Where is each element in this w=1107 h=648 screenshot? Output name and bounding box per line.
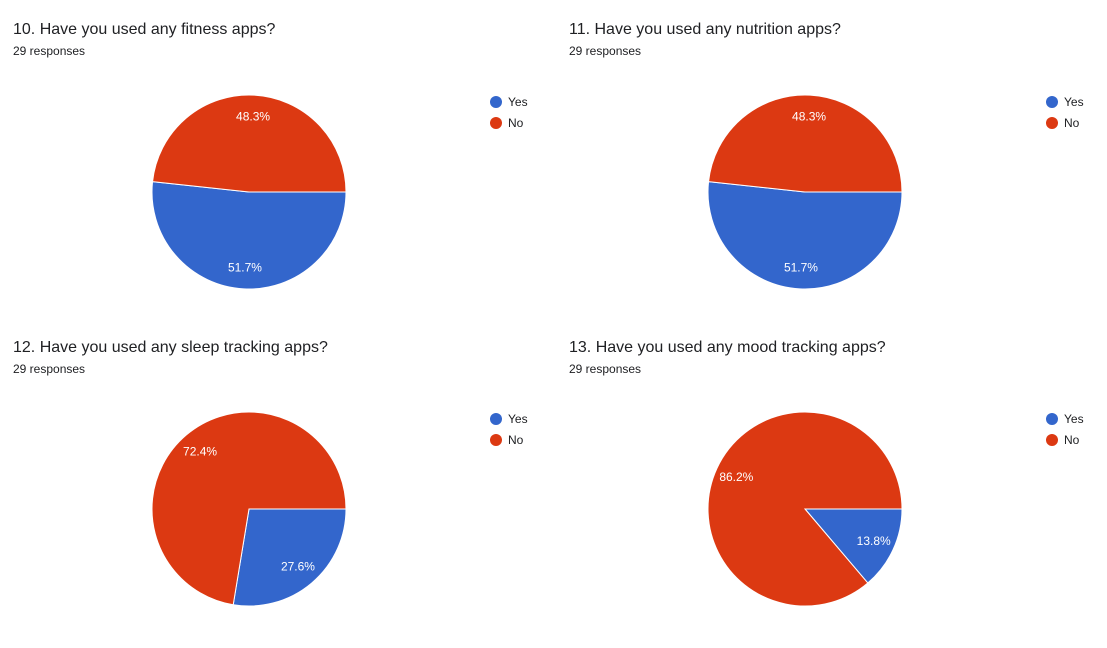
legend-label-yes: Yes xyxy=(1064,95,1084,109)
pie-chart: 51.7% 48.3% xyxy=(151,94,347,290)
slice-label-no: 48.3% xyxy=(236,109,270,123)
pie-slice-yes xyxy=(707,181,903,290)
legend-swatch-no xyxy=(1046,117,1058,129)
legend-label-no: No xyxy=(508,116,524,130)
chart-title: 12. Have you used any sleep tracking app… xyxy=(13,339,328,356)
pie-slice-no xyxy=(707,411,903,607)
legend-label-no: No xyxy=(1064,433,1080,447)
legend-swatch-yes xyxy=(1046,413,1058,425)
pie-slice-no xyxy=(152,94,347,193)
response-count: 29 responses xyxy=(13,362,86,376)
chart-panel-mood: 13. Have you used any mood tracking apps… xyxy=(569,338,1107,648)
slice-label-yes: 27.6% xyxy=(281,560,315,574)
legend-swatch-yes xyxy=(490,96,502,108)
legend-swatch-yes xyxy=(490,413,502,425)
slice-label-yes: 51.7% xyxy=(228,261,262,275)
slice-label-yes: 51.7% xyxy=(784,261,818,275)
chart-title: 11. Have you used any nutrition apps? xyxy=(569,21,841,38)
chart-panel-fitness: 10. Have you used any fitness apps? 29 r… xyxy=(13,20,553,330)
chart-panel-nutrition: 11. Have you used any nutrition apps? 29… xyxy=(569,20,1107,330)
legend-swatch-yes xyxy=(1046,96,1058,108)
pie-chart: 13.8% 86.2% xyxy=(707,411,903,607)
pie-slice-yes xyxy=(151,181,347,290)
chart-panel-sleep: 12. Have you used any sleep tracking app… xyxy=(13,338,553,648)
pie-slice-no xyxy=(708,94,903,193)
legend-label-yes: Yes xyxy=(508,412,528,426)
legend-label-no: No xyxy=(1064,116,1080,130)
pie-chart: 27.6% 72.4% xyxy=(151,411,347,607)
legend-label-yes: Yes xyxy=(508,95,528,109)
pie-slice-no xyxy=(151,411,347,606)
response-count: 29 responses xyxy=(569,362,642,376)
pie-chart: 51.7% 48.3% xyxy=(707,94,903,290)
slice-label-no: 72.4% xyxy=(183,444,217,458)
legend-label-no: No xyxy=(508,433,524,447)
pie-slice-yes xyxy=(803,508,903,584)
slice-label-yes: 13.8% xyxy=(857,534,891,548)
legend-swatch-no xyxy=(490,117,502,129)
legend-swatch-no xyxy=(1046,434,1058,446)
pie-slice-yes xyxy=(232,508,347,607)
chart-title: 13. Have you used any mood tracking apps… xyxy=(569,339,886,356)
slice-label-no: 86.2% xyxy=(719,470,753,484)
response-count: 29 responses xyxy=(13,44,86,58)
legend-swatch-no xyxy=(490,434,502,446)
response-count: 29 responses xyxy=(569,44,642,58)
legend-label-yes: Yes xyxy=(1064,412,1084,426)
chart-title: 10. Have you used any fitness apps? xyxy=(13,21,276,38)
slice-label-no: 48.3% xyxy=(792,109,826,123)
